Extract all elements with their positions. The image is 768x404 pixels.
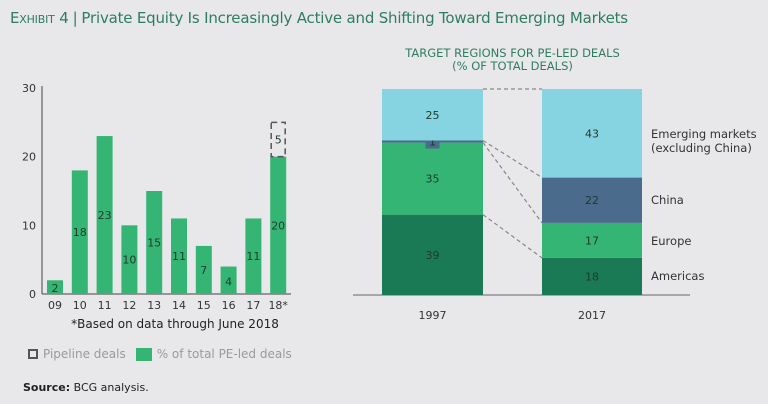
source-note: Source: BCG analysis.	[23, 381, 149, 394]
bar-value-label: 10	[122, 254, 136, 267]
x-tick-label: 18*	[268, 299, 288, 312]
stack-value-label: 1	[429, 136, 436, 149]
label-emerging-markets-line2: (excluding China)	[651, 141, 752, 155]
x-tick-label: 16	[222, 299, 236, 312]
x-tick-label: 12	[122, 299, 136, 312]
stack-value-label: 17	[585, 234, 599, 247]
stack-2017-europe	[542, 222, 642, 258]
legend-pe-deals-label: % of total PE-led deals	[156, 347, 292, 361]
bar-17	[245, 218, 262, 294]
bar-13	[146, 191, 163, 294]
left-chart-legend: Pipeline deals % of total PE-led deals	[28, 347, 292, 361]
bar-14	[171, 218, 187, 294]
x-tick-label: 17	[246, 299, 260, 312]
pe-deals-legend-swatch	[135, 347, 152, 361]
pipeline-value-label: 5	[275, 134, 282, 147]
x-tick-label: 09	[48, 299, 62, 312]
stack-value-label: 25	[426, 109, 440, 122]
x-tick-label: 13	[147, 299, 161, 312]
stack-value-label: 18	[585, 270, 599, 283]
exhibit-heading: Private Equity Is Increasingly Active an…	[81, 9, 628, 27]
label-emerging-markets-line1: Emerging markets	[651, 127, 757, 141]
y-tick-label: 10	[22, 219, 36, 232]
y-tick-label: 30	[22, 82, 36, 95]
connector-line	[482, 214, 543, 259]
stack-value-label: 43	[585, 127, 599, 140]
right-chart-title: TARGET REGIONS FOR PE-LED DEALS (% OF TO…	[380, 47, 645, 73]
bar-value-label: 20	[271, 219, 285, 232]
pipeline-legend-icon	[28, 349, 38, 359]
exhibit-title: Exhibit 4 | Private Equity Is Increasingly…	[10, 9, 628, 27]
exhibit-number: Exhibit 4	[10, 9, 69, 27]
source-text: BCG analysis.	[70, 381, 149, 394]
x-tick-label-2017: 2017	[578, 309, 606, 322]
bar-value-label: 23	[98, 209, 112, 222]
bar-18	[270, 156, 287, 294]
stack-value-label: 39	[426, 249, 440, 262]
bar-value-label: 11	[246, 250, 260, 263]
stack-1997-americas	[382, 214, 483, 295]
bar-value-label: 7	[200, 264, 207, 277]
label-europe: Europe	[651, 234, 692, 248]
bar-11	[96, 136, 113, 294]
x-tick-label: 10	[73, 299, 87, 312]
connector-line	[482, 139, 543, 179]
stack-value-label: 22	[585, 194, 599, 207]
x-tick-label: 14	[172, 299, 186, 312]
bar-15	[195, 245, 212, 294]
y-tick-label: 20	[22, 151, 36, 164]
bar-10	[71, 170, 88, 294]
bar-12	[121, 225, 138, 294]
right-chart-subtitle: (% OF TOTAL DEALS)	[452, 59, 573, 73]
connector-line	[482, 142, 543, 224]
stack-value-label: 35	[426, 173, 440, 186]
x-tick-label: 15	[197, 299, 211, 312]
y-tick-label: 0	[29, 288, 36, 301]
stack-1997-europe	[382, 142, 483, 215]
bar-value-label: 11	[172, 250, 186, 263]
pipeline-bar-18	[270, 121, 286, 158]
x-tick-label: 11	[98, 299, 112, 312]
legend-pipeline-label: Pipeline deals	[43, 347, 126, 361]
bar-09	[47, 280, 63, 294]
source-label: Source:	[23, 381, 71, 394]
x-tick-label-1997: 1997	[419, 309, 447, 322]
stack-1997-emerging	[382, 89, 483, 141]
bar-value-label: 2	[52, 282, 59, 295]
stack-2017-china	[542, 177, 642, 223]
bar-value-label: 18	[73, 226, 87, 239]
right-chart-title-line1: TARGET REGIONS FOR PE-LED DEALS	[405, 46, 620, 60]
bar-value-label: 15	[147, 237, 161, 250]
stack-2017-americas	[542, 257, 642, 295]
stack-2017-emerging	[542, 89, 642, 178]
bar-16	[220, 266, 237, 294]
label-emerging-markets: Emerging markets (excluding China)	[651, 127, 757, 155]
bar-value-label: 4	[225, 275, 232, 288]
footnote: *Based on data through June 2018	[71, 317, 279, 331]
label-china: China	[651, 193, 684, 207]
label-americas: Americas	[651, 269, 705, 283]
title-separator: |	[72, 9, 78, 27]
